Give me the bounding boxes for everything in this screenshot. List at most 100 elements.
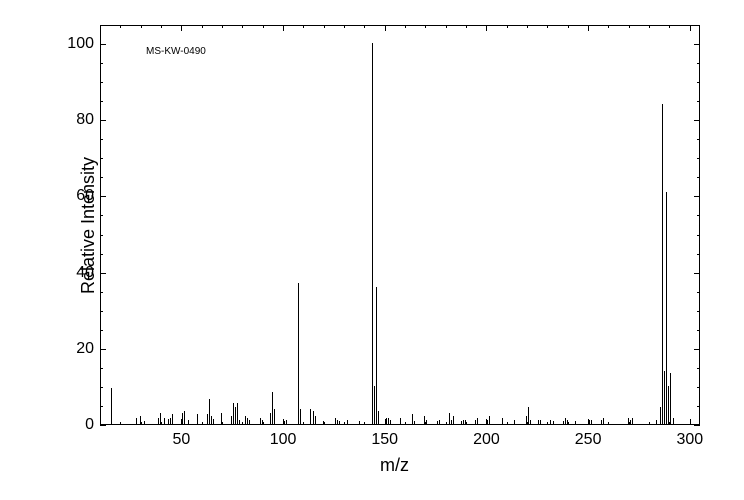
peak-line (315, 416, 316, 424)
y-tick (100, 349, 106, 350)
peak-line (184, 411, 185, 424)
x-minor-tick (324, 25, 325, 28)
peak-line (274, 409, 275, 424)
x-minor-tick (629, 25, 630, 28)
x-minor-tick (303, 25, 304, 28)
peak-line (213, 419, 214, 424)
y-minor-tick (697, 177, 700, 178)
peak-line (670, 373, 671, 424)
peak-line (168, 419, 169, 424)
y-tick-label: 20 (60, 340, 94, 358)
peak-line (197, 414, 198, 424)
x-minor-tick (242, 422, 243, 425)
peak-line (553, 421, 554, 424)
y-minor-tick (697, 292, 700, 293)
y-tick (694, 44, 700, 45)
y-minor-tick (100, 292, 103, 293)
peak-line (374, 386, 375, 424)
peak-line (656, 420, 657, 424)
x-minor-tick (425, 422, 426, 425)
peak-line (233, 403, 234, 424)
peak-line (400, 418, 401, 424)
x-minor-tick (446, 25, 447, 28)
x-tick-label: 200 (473, 431, 500, 449)
y-minor-tick (697, 82, 700, 83)
x-minor-tick (202, 25, 203, 28)
y-minor-tick (100, 158, 103, 159)
y-minor-tick (100, 82, 103, 83)
spectrum-lines (101, 24, 701, 424)
peak-line (347, 420, 348, 424)
y-minor-tick (100, 177, 103, 178)
x-tick-label: 150 (371, 431, 398, 449)
y-minor-tick (100, 387, 103, 388)
y-tick (694, 120, 700, 121)
x-minor-tick (222, 25, 223, 28)
y-minor-tick (697, 63, 700, 64)
x-minor-tick (364, 422, 365, 425)
x-minor-tick (669, 25, 670, 28)
x-minor-tick (629, 422, 630, 425)
peak-line (376, 287, 377, 424)
x-minor-tick (466, 422, 467, 425)
peak-line (437, 421, 438, 424)
x-tick (181, 419, 182, 425)
peak-line (260, 418, 261, 424)
x-minor-tick (263, 422, 264, 425)
y-minor-tick (697, 25, 700, 26)
peak-line (439, 420, 440, 424)
peak-line (390, 420, 391, 424)
y-minor-tick (697, 406, 700, 407)
peak-line (426, 420, 427, 424)
x-minor-tick (120, 422, 121, 425)
x-minor-tick (141, 422, 142, 425)
x-minor-tick (527, 422, 528, 425)
peak-line (372, 43, 373, 424)
x-minor-tick (507, 25, 508, 28)
peak-line (284, 421, 285, 424)
x-minor-tick (466, 25, 467, 28)
y-minor-tick (100, 311, 103, 312)
x-minor-tick (344, 25, 345, 28)
y-minor-tick (100, 139, 103, 140)
peak-line (463, 420, 464, 424)
peak-line (172, 414, 173, 424)
x-tick-label: 50 (172, 431, 190, 449)
peak-line (313, 411, 314, 424)
peak-line (249, 420, 250, 424)
peak-line (453, 416, 454, 424)
peak-line (359, 421, 360, 424)
peak-line (207, 414, 208, 424)
y-tick (100, 120, 106, 121)
peak-line (158, 418, 159, 424)
peak-line (502, 418, 503, 424)
x-minor-tick (425, 25, 426, 28)
peak-line (528, 407, 529, 424)
x-tick (283, 419, 284, 425)
x-minor-tick (100, 25, 101, 28)
x-tick-label: 300 (676, 431, 703, 449)
x-minor-tick (608, 422, 609, 425)
x-minor-tick (364, 25, 365, 28)
x-minor-tick (141, 25, 142, 28)
peak-line (565, 418, 566, 424)
y-tick (694, 273, 700, 274)
peak-line (550, 420, 551, 424)
y-minor-tick (697, 139, 700, 140)
x-minor-tick (649, 422, 650, 425)
peak-line (386, 418, 387, 424)
y-minor-tick (100, 254, 103, 255)
peak-line (477, 418, 478, 424)
peak-line (530, 420, 531, 424)
x-minor-tick (263, 25, 264, 28)
peak-line (664, 371, 665, 424)
x-minor-tick (446, 422, 447, 425)
peak-line (170, 418, 171, 424)
peak-line (231, 416, 232, 424)
x-minor-tick (242, 25, 243, 28)
y-minor-tick (100, 406, 103, 407)
y-minor-tick (697, 330, 700, 331)
peak-line (388, 418, 389, 424)
chart-container: MS-KW-0490 Relative Intensity m/z 020406… (0, 0, 744, 500)
peak-line (339, 421, 340, 424)
